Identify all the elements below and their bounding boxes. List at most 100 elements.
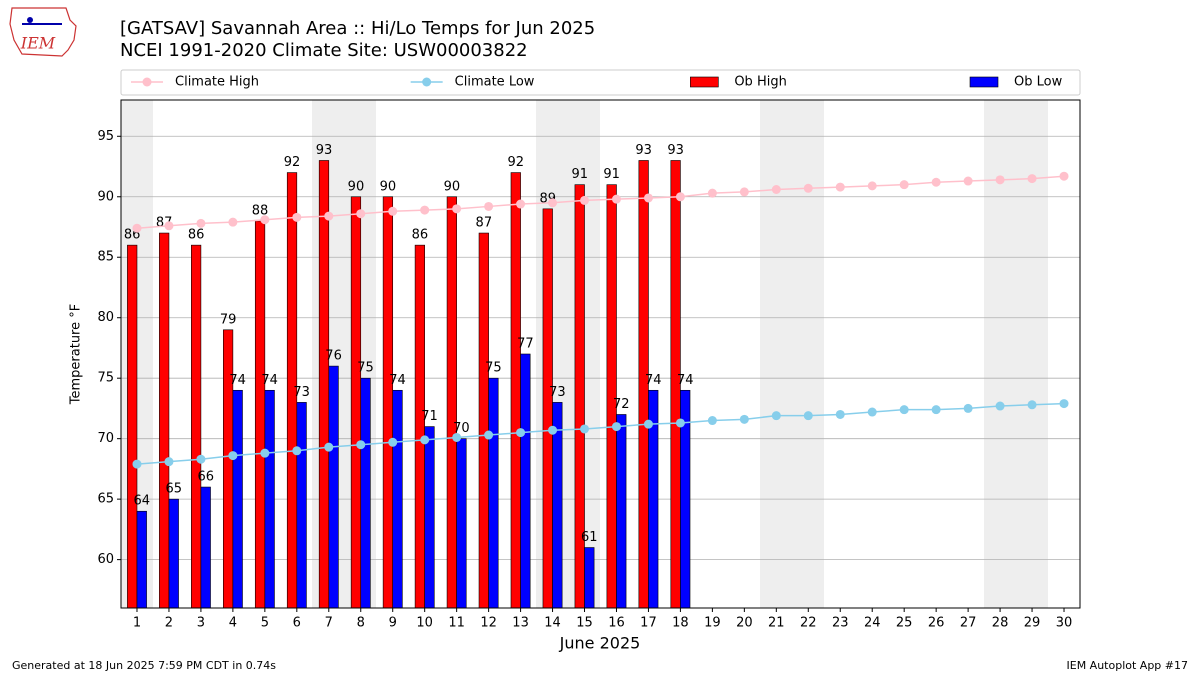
line-marker [324, 211, 334, 221]
plot-frame [120, 99, 1081, 609]
x-tick-label: 24 [864, 616, 881, 631]
legend-label: Climate High [175, 75, 259, 90]
data-label: 64 [134, 494, 151, 509]
data-label: 88 [252, 203, 269, 218]
y-tick-label: 60 [97, 552, 114, 567]
bar [318, 160, 330, 609]
legend-swatch [422, 77, 432, 87]
line-marker [931, 177, 941, 187]
line-marker [963, 176, 973, 186]
line-marker [771, 411, 781, 421]
bar [616, 414, 627, 609]
data-label: 93 [316, 143, 333, 158]
line-marker [580, 424, 590, 434]
chart-title: [GATSAV] Savannah Area :: Hi/Lo Temps fo… [120, 18, 595, 39]
x-tick-label: 25 [896, 616, 913, 631]
data-label: 70 [453, 421, 470, 436]
line-marker [867, 181, 877, 191]
x-tick-label: 4 [229, 616, 237, 631]
x-tick-label: 6 [293, 616, 301, 631]
y-tick-label: 70 [97, 431, 114, 446]
line-marker [164, 457, 174, 467]
line-marker [995, 401, 1005, 411]
line-marker [580, 195, 590, 205]
legend-swatch [142, 77, 152, 87]
bar [360, 377, 371, 609]
data-label: 66 [197, 470, 214, 485]
line-marker [164, 221, 174, 231]
x-tick-label: 3 [197, 616, 205, 631]
line-marker [611, 422, 621, 432]
logo-text: IEM [20, 34, 56, 53]
data-label: 86 [188, 228, 205, 243]
bar [200, 486, 211, 609]
bar [478, 232, 489, 609]
line-marker [132, 223, 142, 233]
weekend-band [984, 100, 1048, 608]
x-tick-label: 19 [704, 616, 721, 631]
line-marker [899, 405, 909, 415]
line-marker [260, 215, 270, 225]
weekend-band [760, 100, 824, 608]
bar [254, 220, 266, 609]
line-marker [324, 442, 334, 452]
line-marker [388, 437, 398, 447]
data-label: 79 [220, 312, 237, 327]
line-marker [1027, 174, 1037, 184]
y-tick-label: 95 [97, 129, 114, 144]
line-marker [995, 175, 1005, 185]
data-label: 72 [613, 397, 630, 412]
y-tick-label: 75 [97, 371, 114, 386]
x-tick-label: 16 [608, 616, 625, 631]
x-tick-label: 29 [1024, 616, 1041, 631]
bar [510, 172, 521, 609]
legend [120, 69, 1081, 96]
x-tick-label: 26 [928, 616, 945, 631]
x-tick-label: 15 [576, 616, 593, 631]
bar [584, 547, 595, 609]
x-tick-label: 30 [1056, 616, 1073, 631]
data-label: 91 [571, 167, 588, 182]
bar [296, 402, 307, 609]
bar [222, 329, 234, 609]
y-tick-label: 80 [97, 310, 114, 325]
x-tick-label: 5 [261, 616, 269, 631]
bar [456, 438, 467, 609]
x-tick-label: 23 [832, 616, 849, 631]
bar [392, 389, 403, 609]
logo: IEM [9, 7, 77, 57]
x-tick-label: 10 [416, 616, 433, 631]
line-marker [132, 459, 142, 469]
line-marker [1059, 171, 1069, 181]
y-tick-label: 65 [97, 492, 114, 507]
data-label: 93 [667, 143, 684, 158]
line-marker [899, 180, 909, 190]
legend-label: Ob High [734, 75, 787, 90]
line-marker [196, 218, 206, 228]
chart-subtitle: NCEI 1991-2020 Climate Site: USW00003822 [120, 40, 528, 61]
line-marker [452, 432, 462, 442]
data-label: 65 [165, 482, 182, 497]
data-label: 76 [325, 349, 342, 364]
line-marker [292, 446, 302, 456]
x-tick-label: 2 [165, 616, 173, 631]
line-marker [675, 192, 685, 202]
line-marker [675, 418, 685, 428]
footer-left: Generated at 18 Jun 2025 7:59 PM CDT in … [12, 659, 276, 672]
logo-outline [9, 7, 77, 57]
line [136, 175, 1065, 229]
legend-swatch [690, 76, 719, 88]
line-marker [420, 435, 430, 445]
x-tick-label: 22 [800, 616, 817, 631]
data-label: 87 [476, 216, 493, 231]
x-tick-label: 20 [736, 616, 753, 631]
line-marker [835, 182, 845, 192]
line-marker [963, 403, 973, 413]
line-marker [835, 409, 845, 419]
bar [542, 208, 553, 609]
data-label: 75 [357, 361, 374, 376]
data-label: 74 [229, 373, 246, 388]
bar [191, 244, 202, 609]
x-tick-label: 21 [768, 616, 785, 631]
